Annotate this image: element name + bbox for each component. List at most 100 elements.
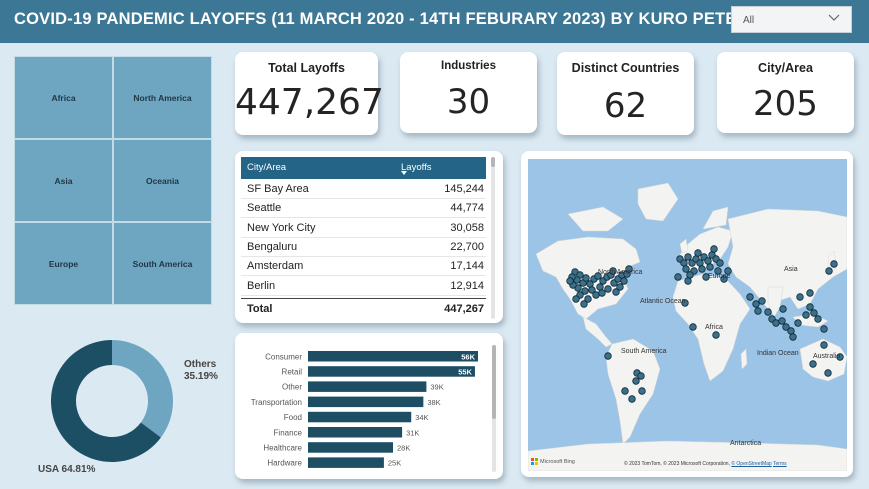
map-marker[interactable] bbox=[689, 323, 697, 331]
map-marker[interactable] bbox=[684, 277, 692, 285]
map-marker[interactable] bbox=[612, 288, 620, 296]
map-marker[interactable] bbox=[572, 295, 580, 303]
map-marker[interactable] bbox=[625, 265, 633, 273]
donut-slice-usa[interactable] bbox=[50, 340, 161, 462]
map-marker[interactable] bbox=[637, 372, 645, 380]
map-marker[interactable] bbox=[638, 387, 646, 395]
map-marker[interactable] bbox=[796, 293, 804, 301]
bar[interactable] bbox=[308, 427, 403, 438]
map-marker[interactable] bbox=[682, 265, 690, 273]
table-scrollbar-thumb[interactable] bbox=[491, 157, 495, 167]
table-row[interactable]: Berlin 12,914 bbox=[241, 277, 486, 296]
map-marker[interactable] bbox=[604, 285, 612, 293]
table-row[interactable]: Seattle 44,774 bbox=[241, 199, 486, 219]
map-marker[interactable] bbox=[632, 377, 640, 385]
map-marker[interactable] bbox=[787, 327, 795, 335]
table-row[interactable]: New York City 30,058 bbox=[241, 219, 486, 238]
map-marker[interactable] bbox=[710, 245, 718, 253]
region-tile-africa[interactable]: Africa bbox=[15, 57, 112, 138]
region-tile-north-america[interactable]: North America bbox=[114, 57, 211, 138]
map-marker[interactable] bbox=[592, 291, 600, 299]
map-marker[interactable] bbox=[702, 273, 710, 281]
map-marker[interactable] bbox=[764, 308, 772, 316]
bar[interactable] bbox=[308, 366, 475, 377]
map-marker[interactable] bbox=[810, 309, 818, 317]
map-marker[interactable] bbox=[820, 341, 828, 349]
map-marker[interactable] bbox=[620, 277, 628, 285]
map-marker[interactable] bbox=[621, 387, 629, 395]
table-row[interactable]: Amsterdam 17,144 bbox=[241, 257, 486, 277]
map-terms-link[interactable]: Terms bbox=[773, 461, 787, 467]
map-marker[interactable] bbox=[724, 267, 732, 275]
map-marker[interactable] bbox=[684, 253, 692, 261]
map-marker[interactable] bbox=[789, 333, 797, 341]
region-tile-europe[interactable]: Europe bbox=[15, 223, 112, 304]
map-marker[interactable] bbox=[754, 307, 762, 315]
map-marker[interactable] bbox=[674, 273, 682, 281]
map-marker[interactable] bbox=[696, 259, 704, 267]
bar[interactable] bbox=[308, 457, 384, 468]
map-marker[interactable] bbox=[686, 271, 694, 279]
map-marker[interactable] bbox=[698, 265, 706, 273]
map-marker[interactable] bbox=[609, 267, 617, 275]
map-marker[interactable] bbox=[752, 300, 760, 308]
map-marker[interactable] bbox=[758, 297, 766, 305]
table-row[interactable]: SF Bay Area 145,244 bbox=[241, 180, 486, 199]
bar-chart-scrollbar-thumb[interactable] bbox=[492, 345, 496, 419]
map-marker[interactable] bbox=[596, 283, 604, 291]
map-marker[interactable] bbox=[582, 274, 590, 282]
bar[interactable] bbox=[308, 381, 427, 392]
map-marker[interactable] bbox=[836, 353, 844, 361]
bar[interactable] bbox=[308, 396, 424, 408]
table-row[interactable]: Bengaluru 22,700 bbox=[241, 238, 486, 257]
column-header-city[interactable]: City/Area bbox=[247, 162, 287, 173]
bar[interactable] bbox=[308, 442, 393, 453]
world-map[interactable]: North America Atlantic Ocean Africa Sout… bbox=[528, 159, 847, 471]
map-marker[interactable] bbox=[616, 283, 624, 291]
map-marker[interactable] bbox=[806, 289, 814, 297]
map-marker[interactable] bbox=[588, 286, 596, 294]
map-marker[interactable] bbox=[772, 319, 780, 327]
map-marker[interactable] bbox=[806, 303, 814, 311]
region-tile-asia[interactable]: Asia bbox=[15, 140, 112, 221]
map-marker[interactable] bbox=[584, 295, 592, 303]
map-marker[interactable] bbox=[604, 352, 612, 360]
map-osm-link[interactable]: © OpenStreetMap bbox=[731, 461, 772, 467]
map-marker[interactable] bbox=[712, 331, 720, 339]
region-tile-south-america[interactable]: South America bbox=[114, 223, 211, 304]
map-marker[interactable] bbox=[628, 395, 636, 403]
map-marker[interactable] bbox=[581, 287, 589, 295]
map-marker[interactable] bbox=[820, 325, 828, 333]
map-marker[interactable] bbox=[802, 311, 810, 319]
map-marker[interactable] bbox=[680, 259, 688, 267]
map-marker[interactable] bbox=[746, 293, 754, 301]
map-marker[interactable] bbox=[782, 323, 790, 331]
map-marker[interactable] bbox=[779, 305, 787, 313]
map-marker[interactable] bbox=[824, 369, 832, 377]
map-marker[interactable] bbox=[706, 263, 714, 271]
map-marker[interactable] bbox=[794, 319, 802, 327]
map-marker[interactable] bbox=[704, 257, 712, 265]
map-marker[interactable] bbox=[809, 360, 817, 368]
table-scrollbar[interactable] bbox=[491, 157, 495, 319]
map-marker[interactable] bbox=[716, 259, 724, 267]
map-marker[interactable] bbox=[598, 289, 606, 297]
map-marker[interactable] bbox=[594, 272, 602, 280]
map-marker[interactable] bbox=[681, 299, 689, 307]
bar[interactable] bbox=[308, 351, 478, 362]
map-marker[interactable] bbox=[580, 300, 588, 308]
map-marker[interactable] bbox=[694, 249, 702, 257]
map-marker[interactable] bbox=[566, 277, 574, 285]
bar[interactable] bbox=[308, 411, 412, 423]
column-header-layoffs[interactable]: Layoffs bbox=[401, 162, 432, 173]
map-marker[interactable] bbox=[825, 267, 833, 275]
bar-chart-scrollbar[interactable] bbox=[492, 345, 496, 472]
map-marker[interactable] bbox=[778, 317, 786, 325]
region-tile-oceania[interactable]: Oceania bbox=[114, 140, 211, 221]
map-marker[interactable] bbox=[720, 275, 728, 283]
region-slicer-dropdown[interactable]: All bbox=[731, 6, 852, 33]
map-marker[interactable] bbox=[814, 315, 822, 323]
donut-slice-others[interactable] bbox=[112, 340, 173, 438]
map-marker[interactable] bbox=[830, 260, 838, 268]
map-marker[interactable] bbox=[714, 267, 722, 275]
